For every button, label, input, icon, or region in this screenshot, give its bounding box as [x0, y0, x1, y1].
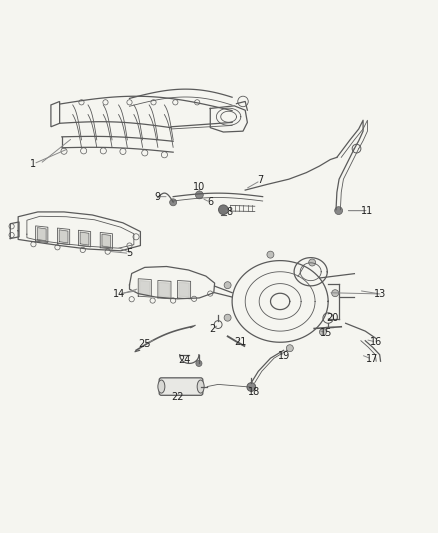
FancyBboxPatch shape: [159, 378, 203, 395]
Circle shape: [247, 383, 256, 391]
Circle shape: [319, 328, 326, 335]
Text: 17: 17: [366, 354, 378, 364]
Text: 6: 6: [207, 197, 213, 207]
Polygon shape: [140, 280, 150, 295]
Text: 14: 14: [113, 289, 125, 299]
Text: 5: 5: [127, 248, 133, 259]
Polygon shape: [159, 282, 170, 297]
Circle shape: [224, 281, 231, 289]
Ellipse shape: [197, 380, 204, 393]
Text: 24: 24: [178, 355, 190, 365]
Text: 20: 20: [326, 313, 339, 323]
Polygon shape: [102, 234, 111, 247]
Text: 19: 19: [279, 351, 291, 361]
Circle shape: [335, 207, 343, 215]
Ellipse shape: [158, 380, 165, 393]
Text: 22: 22: [171, 392, 184, 401]
Polygon shape: [179, 282, 189, 297]
Circle shape: [224, 314, 231, 321]
Text: 7: 7: [258, 175, 264, 185]
Text: 25: 25: [138, 339, 151, 349]
Circle shape: [196, 360, 202, 367]
Text: 21: 21: [235, 337, 247, 347]
Polygon shape: [80, 232, 89, 245]
Text: 16: 16: [370, 337, 382, 347]
Circle shape: [309, 259, 316, 266]
Text: 11: 11: [361, 206, 374, 216]
Text: 13: 13: [374, 289, 387, 299]
Circle shape: [195, 191, 203, 199]
Polygon shape: [37, 228, 46, 241]
Text: 10: 10: [193, 182, 205, 191]
Circle shape: [267, 251, 274, 258]
Circle shape: [219, 205, 228, 215]
Circle shape: [286, 345, 293, 352]
Text: 15: 15: [320, 328, 332, 338]
Text: 18: 18: [248, 387, 260, 397]
Text: 8: 8: [227, 207, 233, 217]
Circle shape: [332, 290, 339, 297]
Text: 2: 2: [209, 324, 215, 334]
Circle shape: [170, 199, 177, 206]
Text: 1: 1: [30, 159, 36, 169]
Text: 9: 9: [155, 192, 161, 201]
Polygon shape: [59, 230, 68, 243]
